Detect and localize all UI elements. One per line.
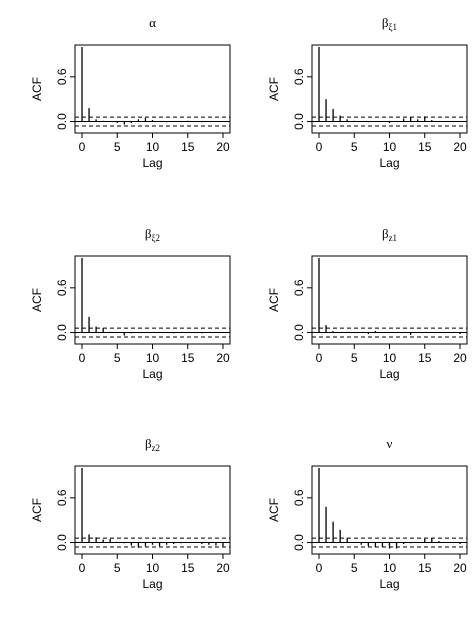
x-tick-label: 0 xyxy=(316,351,323,365)
y-tick-label: 0.6 xyxy=(292,279,306,296)
y-axis-label: ACF xyxy=(30,498,44,522)
panel-title: βz1 xyxy=(382,226,397,243)
panel-title-subscript: ξ1 xyxy=(389,22,398,32)
y-tick-label: 0.0 xyxy=(55,324,69,341)
x-tick-label: 20 xyxy=(453,351,467,365)
x-tick-label: 15 xyxy=(418,351,432,365)
x-tick-label: 0 xyxy=(316,561,323,575)
x-tick-label: 20 xyxy=(216,561,230,575)
x-tick-label: 0 xyxy=(316,140,323,154)
x-tick-label: 0 xyxy=(79,351,86,365)
x-tick-label: 5 xyxy=(351,140,358,154)
plot-frame xyxy=(311,44,468,134)
y-tick-label: 0.0 xyxy=(292,113,306,130)
panel-title-subscript: z1 xyxy=(389,233,398,243)
panel-title: ν xyxy=(387,436,393,451)
y-tick-label: 0.6 xyxy=(55,68,69,85)
y-tick-label: 0.0 xyxy=(55,113,69,130)
y-axis-label: ACF xyxy=(267,498,281,522)
x-tick-label: 5 xyxy=(114,351,121,365)
x-tick-label: 5 xyxy=(114,140,121,154)
y-tick-label: 0.6 xyxy=(292,68,306,85)
acf-panel-1: α 0 5 10 15 20 0.0 0.6 Lag ACF xyxy=(30,15,231,170)
x-axis-label: Lag xyxy=(142,156,162,170)
x-tick-label: 10 xyxy=(383,561,397,575)
plot-frame xyxy=(74,255,231,345)
x-axis-label: Lag xyxy=(142,577,162,591)
acf-panel-6: ν 0 5 10 15 20 0.0 0.6 Lag ACF xyxy=(267,436,468,591)
x-tick-label: 0 xyxy=(79,140,86,154)
panel-title: βξ1 xyxy=(382,15,397,32)
x-axis-label: Lag xyxy=(379,367,399,381)
y-axis-label: ACF xyxy=(30,77,44,101)
x-tick-label: 15 xyxy=(181,140,195,154)
panel-title: βz2 xyxy=(145,436,160,453)
x-tick-label: 15 xyxy=(181,561,195,575)
y-tick-label: 0.0 xyxy=(55,534,69,551)
x-axis-label: Lag xyxy=(142,367,162,381)
y-axis-label: ACF xyxy=(267,77,281,101)
panel-title: α xyxy=(149,15,156,30)
plot-frame xyxy=(311,465,468,555)
acf-panel-5: βz2 0 5 10 15 20 0.0 0.6 Lag ACF xyxy=(30,436,231,591)
x-tick-label: 10 xyxy=(146,351,160,365)
panel-title-subscript: z2 xyxy=(152,443,161,453)
x-tick-label: 15 xyxy=(181,351,195,365)
y-tick-label: 0.6 xyxy=(55,279,69,296)
x-axis-label: Lag xyxy=(379,577,399,591)
y-tick-label: 0.0 xyxy=(292,534,306,551)
x-tick-label: 0 xyxy=(79,561,86,575)
plot-frame xyxy=(74,465,231,555)
x-tick-label: 15 xyxy=(418,140,432,154)
plot-frame xyxy=(74,44,231,134)
panel-title-subscript: ξ2 xyxy=(152,233,161,243)
y-axis-label: ACF xyxy=(267,288,281,312)
x-tick-label: 10 xyxy=(383,351,397,365)
y-axis-label: ACF xyxy=(30,288,44,312)
x-tick-label: 5 xyxy=(351,351,358,365)
x-tick-label: 20 xyxy=(216,140,230,154)
x-tick-label: 20 xyxy=(453,561,467,575)
y-tick-label: 0.0 xyxy=(292,324,306,341)
x-tick-label: 20 xyxy=(453,140,467,154)
acf-panel-2: βξ1 0 5 10 15 20 0.0 0.6 Lag ACF xyxy=(267,15,468,170)
y-tick-label: 0.6 xyxy=(292,489,306,506)
x-axis-label: Lag xyxy=(379,156,399,170)
y-tick-label: 0.6 xyxy=(55,489,69,506)
acf-panel-4: βz1 0 5 10 15 20 0.0 0.6 Lag ACF xyxy=(267,226,468,381)
x-tick-label: 10 xyxy=(146,561,160,575)
x-tick-label: 10 xyxy=(383,140,397,154)
x-tick-label: 5 xyxy=(351,561,358,575)
panel-title: βξ2 xyxy=(145,226,160,243)
acf-panel-3: βξ2 0 5 10 15 20 0.0 0.6 Lag ACF xyxy=(30,226,231,381)
x-tick-label: 15 xyxy=(418,561,432,575)
x-tick-label: 5 xyxy=(114,561,121,575)
x-tick-label: 20 xyxy=(216,351,230,365)
plot-frame xyxy=(311,255,468,345)
x-tick-label: 10 xyxy=(146,140,160,154)
